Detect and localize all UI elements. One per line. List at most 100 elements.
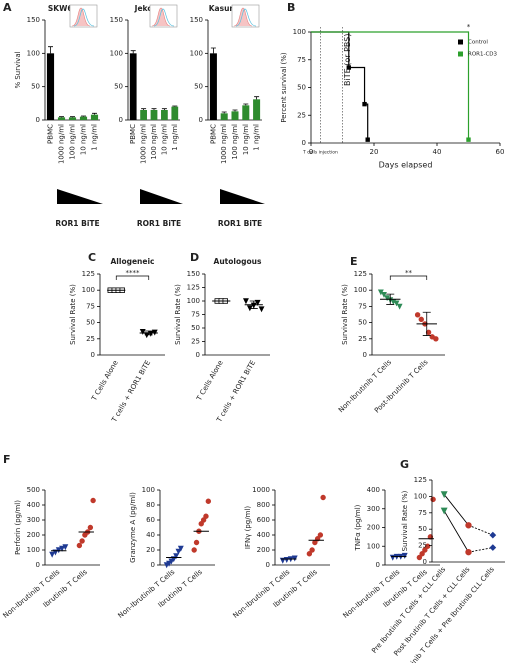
point <box>151 329 158 336</box>
y-tick-label: 25 <box>358 335 367 343</box>
y-tick-label: 125 <box>354 270 367 278</box>
point <box>49 551 56 558</box>
error-bar <box>221 111 227 114</box>
error-bar <box>70 116 75 118</box>
x-axis-label: ROR1 BiTE <box>218 219 262 228</box>
y-axis-label: Percent survival (%) <box>280 52 288 123</box>
point <box>283 557 290 563</box>
point <box>79 538 85 544</box>
point <box>175 548 182 555</box>
point <box>465 522 472 529</box>
error-bar <box>243 103 249 106</box>
survival-curve <box>311 31 470 140</box>
chart-title: SKW6.4 <box>48 4 81 13</box>
point <box>465 548 472 556</box>
point <box>55 547 62 554</box>
y-tick-label: 75 <box>358 302 367 310</box>
point <box>317 532 324 538</box>
point <box>401 552 408 559</box>
x-tick-label: 1 ng/ml <box>253 124 261 151</box>
point <box>362 101 367 107</box>
bar <box>220 113 228 120</box>
y-tick-label: 100 <box>354 286 367 294</box>
y-tick-label: 200 <box>27 531 40 539</box>
point <box>433 336 439 342</box>
y-tick-label: 0 <box>376 561 380 569</box>
legend-swatch <box>458 39 463 45</box>
point <box>90 497 96 504</box>
y-tick-label: 200 <box>367 524 380 532</box>
line-segment <box>468 524 494 536</box>
panel-label: F <box>3 453 11 466</box>
chart-title: Kasumi2 <box>209 4 245 13</box>
y-axis-label: TNFα (pg/ml) <box>354 504 362 551</box>
point <box>203 513 209 519</box>
x-tick-label: 1000 ng/ml <box>58 124 66 164</box>
point <box>87 524 94 531</box>
point <box>306 551 313 557</box>
point <box>440 491 448 499</box>
y-tick-label: 125 <box>414 476 427 484</box>
point <box>466 137 471 142</box>
y-tick-label: 100 <box>367 542 380 550</box>
y-tick-label: 100 <box>82 286 95 294</box>
bar <box>231 111 239 120</box>
error-bar <box>81 115 86 117</box>
x-axis-label: Days elapsed <box>379 161 433 170</box>
point <box>191 547 197 553</box>
point <box>62 544 69 551</box>
y-tick-label: 75 <box>297 56 306 64</box>
point <box>246 305 253 312</box>
x-tick-label: 1 ng/ml <box>171 124 179 151</box>
point <box>389 554 396 561</box>
x-tick-label: 20 <box>370 148 379 156</box>
y-tick-label: 50 <box>418 525 427 533</box>
point <box>418 316 424 323</box>
y-tick-label: 0 <box>266 561 270 569</box>
wedge <box>57 189 103 204</box>
point <box>291 555 298 562</box>
y-tick-label: 600 <box>257 516 270 524</box>
point <box>76 542 83 549</box>
point <box>193 539 200 546</box>
annotation: T cells injection <box>302 150 338 156</box>
x-tick-label: PBMC <box>129 124 137 144</box>
y-tick-label: 0 <box>119 116 123 124</box>
y-tick-label: 400 <box>27 501 40 509</box>
bar <box>68 117 77 120</box>
y-tick-label: 0 <box>302 139 306 147</box>
y-tick-label: 150 <box>190 16 203 24</box>
bar <box>129 53 137 121</box>
y-axis-label: Granzyme A (pg/ml) <box>129 492 137 563</box>
y-tick-label: 50 <box>191 324 200 332</box>
y-tick-label: 50 <box>358 319 367 327</box>
panel-label: E <box>350 255 358 268</box>
y-tick-label: 75 <box>191 311 200 319</box>
y-tick-label: 0 <box>91 351 95 359</box>
error-bar <box>141 108 147 110</box>
x-tick-label: PBMC <box>209 124 217 144</box>
line-segment <box>468 547 493 553</box>
point <box>422 547 428 553</box>
y-tick-label: 200 <box>257 546 270 554</box>
point <box>205 498 212 504</box>
panel-label: G <box>400 458 409 471</box>
line-segment <box>443 494 469 526</box>
error-bar <box>232 109 238 112</box>
point <box>177 545 184 552</box>
y-tick-label: 0 <box>36 561 40 569</box>
point <box>198 521 204 527</box>
panel-label: D <box>190 251 199 264</box>
y-tick-label: 75 <box>86 302 95 310</box>
x-axis-label: ROR1 BiTE <box>55 219 99 228</box>
x-tick-label: 100 ng/ml <box>231 124 239 160</box>
y-tick-label: 100 <box>27 49 40 57</box>
y-axis-label: Survival Rate (%) <box>401 490 409 551</box>
error-bar <box>144 330 153 336</box>
error-bar <box>59 116 64 118</box>
point <box>243 298 249 305</box>
point <box>489 531 497 539</box>
x-axis-label: ROR1 BiTE <box>137 219 181 228</box>
chart-title: Jeko1 <box>134 4 158 13</box>
y-axis-label: % Survival <box>14 51 22 88</box>
